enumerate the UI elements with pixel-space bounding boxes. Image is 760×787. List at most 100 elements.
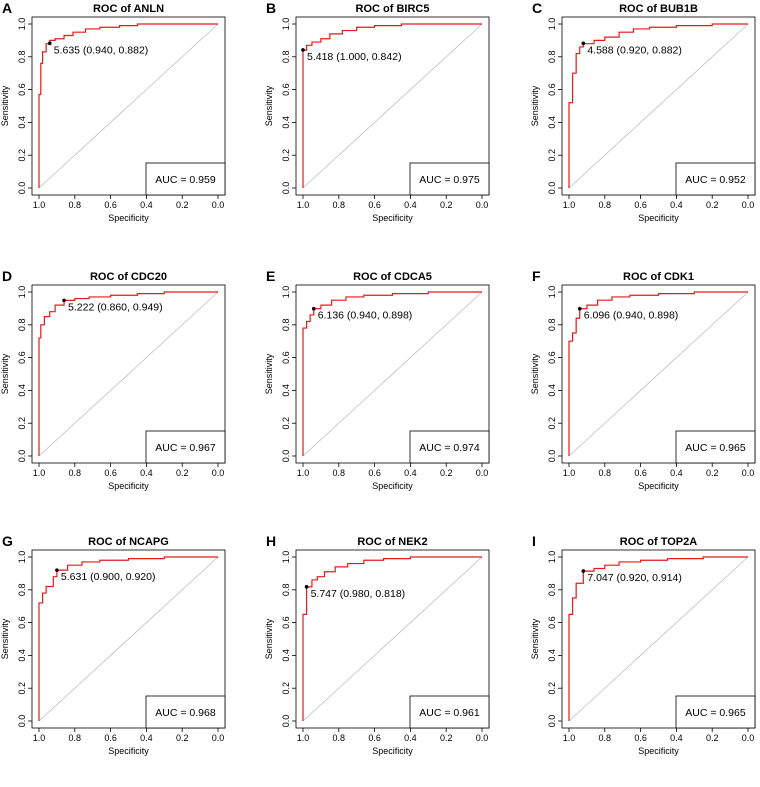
x-tick-label: 0.4	[404, 733, 417, 743]
x-tick-label: 0.8	[69, 200, 82, 210]
x-tick-label: 0.8	[69, 733, 82, 743]
panel-letter: I	[532, 533, 536, 549]
chart-title: ROC of BIRC5	[356, 3, 430, 15]
y-tick-label: 1.0	[281, 551, 291, 564]
roc-curve	[302, 291, 482, 456]
x-tick-label: 0.8	[599, 733, 612, 743]
x-tick-label: 0.6	[368, 468, 381, 478]
y-tick-label: 1.0	[547, 18, 557, 31]
y-axis-label: Sensitivity	[264, 85, 274, 126]
y-tick-label: 0.4	[547, 649, 557, 662]
y-tick-label: 0.8	[547, 319, 557, 332]
roc-panel-e: E ROC of CDCA5 1.0 0.8 0.6 0.4 0.2 0.0 0.0 0.2 0.4…	[264, 268, 490, 491]
y-axis-label: Sensitivity	[530, 618, 540, 659]
y-tick-label: 0.0	[281, 450, 291, 463]
cutoff-point	[581, 569, 586, 573]
reference-diagonal	[38, 556, 219, 722]
plot-box	[295, 16, 490, 196]
cutoff-point	[55, 568, 59, 572]
auc-label: AUC = 0.961	[419, 707, 480, 719]
x-tick-label: 0.0	[476, 733, 489, 743]
chart-title: ROC of TOP2A	[620, 536, 697, 548]
x-tick-label: 0.4	[140, 733, 153, 743]
chart-title: ROC of NCAPG	[88, 536, 169, 548]
chart-title: ROC of ANLN	[93, 3, 164, 15]
roc-curve	[568, 291, 748, 456]
x-tick-label: 0.0	[742, 468, 755, 478]
cutoff-point	[62, 298, 66, 303]
auc-label: AUC = 0.952	[685, 174, 746, 186]
cutoff-label: 5.222 (0.860, 0.949)	[68, 301, 163, 313]
x-tick-label: 0.0	[476, 468, 489, 478]
roc-panel-g: G ROC of NCAPG 1.0 0.8 0.6 0.4 0.2 0.0 0.0 0.2 0.4…	[0, 533, 226, 756]
reference-diagonal	[38, 23, 219, 189]
roc-curve	[568, 23, 748, 188]
x-axis-label: Specificity	[638, 481, 679, 491]
y-axis-label: Sensitivity	[0, 618, 10, 659]
panel-letter: B	[266, 0, 276, 16]
x-tick-label: 0.0	[212, 200, 225, 210]
cutoff-label: 5.635 (0.940, 0.882)	[54, 44, 149, 56]
cutoff-label: 5.631 (0.900, 0.920)	[61, 571, 156, 583]
cutoff-label: 4.588 (0.920, 0.882)	[587, 44, 682, 56]
x-tick-label: 1.0	[563, 468, 576, 478]
y-tick-label: 0.4	[17, 384, 27, 397]
y-tick-label: 0.0	[17, 715, 27, 728]
x-tick-label: 0.2	[176, 733, 189, 743]
y-tick-label: 1.0	[547, 551, 557, 564]
auc-label: AUC = 0.975	[419, 174, 480, 186]
y-tick-label: 0.8	[281, 319, 291, 332]
auc-label: AUC = 0.967	[155, 442, 216, 454]
x-tick-label: 1.0	[297, 468, 310, 478]
y-tick-label: 0.2	[281, 149, 291, 162]
y-tick-label: 0.4	[281, 116, 291, 129]
y-tick-label: 0.8	[17, 51, 27, 64]
roc-panel-f: F ROC of CDK1 1.0 0.8 0.6 0.4 0.2 0.0 0.0 0.2 0.4 0…	[530, 268, 756, 491]
x-tick-label: 1.0	[297, 733, 310, 743]
plot-box	[295, 549, 490, 729]
x-tick-label: 0.6	[368, 200, 381, 210]
auc-label: AUC = 0.974	[419, 442, 480, 454]
panel-letter: C	[532, 0, 542, 16]
x-tick-label: 0.6	[104, 468, 117, 478]
roc-curve	[302, 23, 482, 188]
y-tick-label: 0.0	[281, 715, 291, 728]
auc-label: AUC = 0.965	[685, 442, 746, 454]
x-tick-label: 1.0	[33, 733, 46, 743]
x-tick-label: 0.8	[599, 200, 612, 210]
auc-box	[145, 162, 226, 196]
x-tick-label: 0.8	[333, 200, 346, 210]
chart-title: ROC of BUB1B	[619, 3, 698, 15]
x-tick-label: 0.2	[440, 468, 453, 478]
cutoff-label: 5.418 (1.000, 0.842)	[307, 51, 402, 63]
x-tick-label: 0.0	[212, 468, 225, 478]
panel-letter: F	[532, 268, 541, 284]
x-tick-label: 0.2	[706, 733, 719, 743]
x-axis-label: Specificity	[638, 213, 679, 223]
x-tick-label: 0.2	[440, 200, 453, 210]
y-tick-label: 0.6	[547, 616, 557, 629]
plot-box	[561, 284, 756, 464]
reference-diagonal	[38, 291, 219, 457]
y-axis-label: Sensitivity	[530, 353, 540, 394]
y-tick-label: 0.8	[281, 584, 291, 597]
x-tick-label: 0.4	[670, 468, 683, 478]
y-tick-label: 0.6	[17, 351, 27, 364]
x-tick-label: 0.6	[634, 733, 647, 743]
y-tick-label: 0.4	[17, 116, 27, 129]
y-tick-label: 0.8	[281, 51, 291, 64]
x-tick-label: 0.8	[69, 468, 82, 478]
y-tick-label: 0.6	[281, 83, 291, 96]
reference-diagonal	[568, 291, 749, 457]
y-tick-label: 0.2	[281, 682, 291, 695]
roc-panel-a: A ROC of ANLN 1.0 0.8 0.6 0.4 0.2 0.0 0.0 0.2 0.4 0…	[0, 0, 226, 223]
cutoff-label: 7.047 (0.920, 0.914)	[587, 572, 682, 584]
chart-title: ROC of CDC20	[90, 271, 167, 283]
cutoff-label: 6.096 (0.940, 0.898)	[584, 310, 679, 322]
plot-box	[561, 549, 756, 729]
y-tick-label: 0.0	[17, 450, 27, 463]
x-tick-label: 1.0	[297, 200, 310, 210]
y-tick-label: 0.4	[281, 649, 291, 662]
cutoff-point	[311, 306, 316, 311]
auc-box	[675, 162, 756, 196]
